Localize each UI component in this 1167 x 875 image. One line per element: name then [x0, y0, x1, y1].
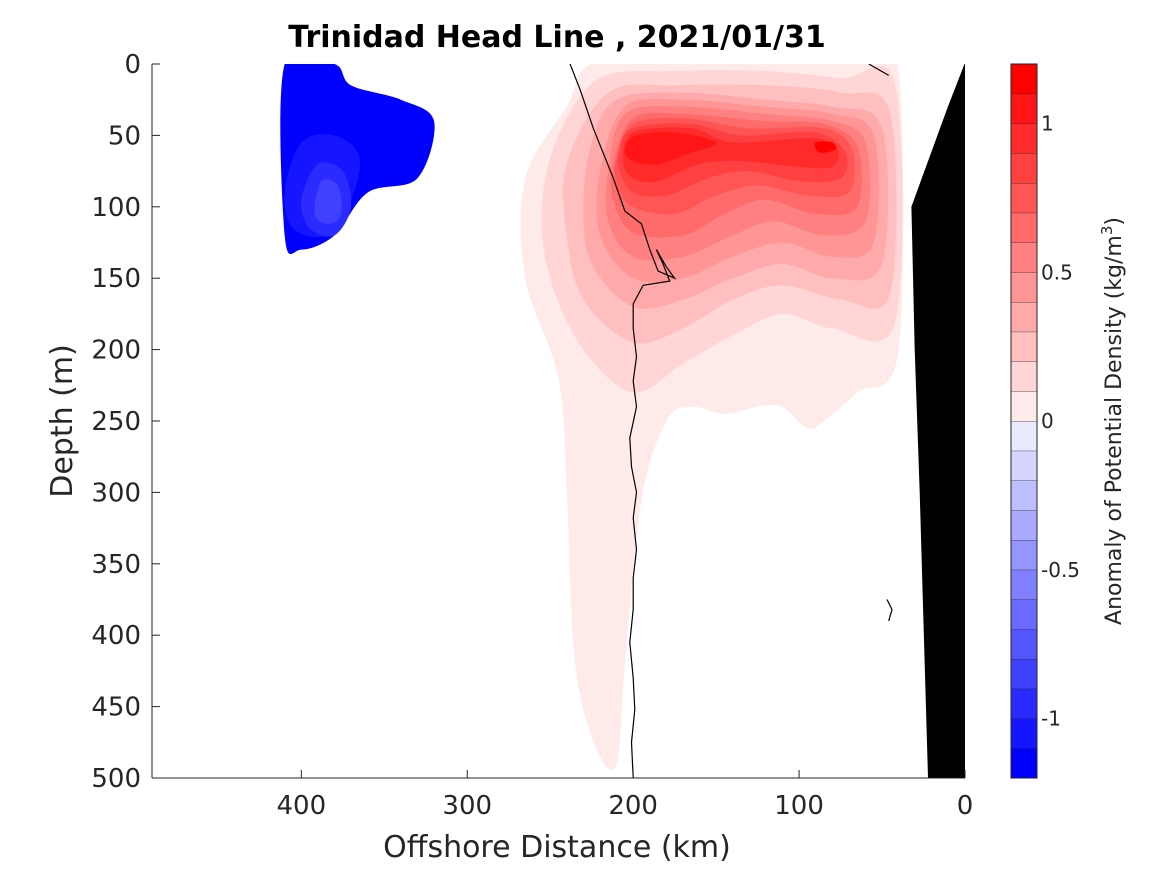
y-tick-label: 400 — [91, 621, 141, 651]
x-tick-label: 400 — [277, 791, 327, 821]
zero-contour-fragment-2 — [886, 599, 893, 622]
zero-contour-fragment-1 — [868, 64, 889, 76]
colorbar-segment — [1011, 183, 1037, 213]
contour-region-pos-11 — [624, 132, 717, 165]
colorbar-segment — [1011, 599, 1037, 630]
colorbar-segment — [1011, 242, 1037, 273]
x-tick-label: 0 — [957, 791, 974, 821]
colorbar-tick-label: 0 — [1041, 409, 1054, 433]
zero-contour-line — [569, 64, 677, 778]
colorbar-segment — [1011, 123, 1037, 154]
colorbar-tick-label: 0.5 — [1041, 260, 1073, 284]
colorbar-segment — [1011, 302, 1037, 332]
x-tick-label: 300 — [442, 791, 492, 821]
colorbar-title-main: Anomaly of Potential Density (kg/m — [1102, 235, 1127, 625]
x-axis-title: Offshore Distance (km) — [383, 830, 731, 865]
colorbar-segment — [1011, 421, 1037, 451]
y-tick-label: 350 — [91, 550, 141, 580]
colorbar-frame — [1010, 63, 1038, 779]
x-axis: 400 300 200 100 0 — [277, 770, 974, 821]
colorbar-segment — [1011, 272, 1037, 302]
colorbar-segment — [1011, 718, 1037, 749]
y-tick-label: 250 — [91, 407, 141, 437]
colorbar-segment — [1011, 450, 1037, 481]
colorbar-segment — [1011, 153, 1037, 183]
colorbar-segment — [1011, 540, 1037, 570]
colorbar-segment — [1011, 659, 1037, 689]
y-tick-label: 0 — [124, 50, 141, 80]
y-tick-label: 200 — [91, 336, 141, 366]
y-tick-label: 100 — [91, 193, 141, 223]
plot-area — [151, 64, 965, 779]
colorbar-segment — [1011, 93, 1037, 124]
colorbar-segment — [1011, 510, 1037, 540]
colorbar-tick-label: -1 — [1041, 707, 1061, 731]
seafloor-shelf — [911, 64, 965, 778]
colorbar-segment — [1011, 212, 1037, 243]
colorbar-segment — [1011, 361, 1037, 392]
colorbar-segment — [1011, 629, 1037, 659]
colorbar-title-superscript: 3 — [1098, 226, 1116, 236]
colorbar: 1 0.5 0 -0.5 -1 — [1010, 63, 1080, 779]
colorbar-segment — [1011, 748, 1037, 778]
colorbar-tick-label: -0.5 — [1041, 558, 1080, 582]
contour-region-pos-12 — [814, 141, 837, 153]
y-tick-label: 300 — [91, 478, 141, 508]
y-tick-label: 50 — [108, 121, 141, 151]
y-axis: 0 50 100 150 200 250 300 350 400 450 500 — [91, 50, 160, 794]
y-tick-label: 500 — [91, 764, 141, 794]
y-tick-label: 150 — [91, 264, 141, 294]
x-tick-label: 200 — [608, 791, 658, 821]
colorbar-segment — [1011, 569, 1037, 600]
colorbar-segment — [1011, 480, 1037, 511]
x-tick-label: 100 — [774, 791, 824, 821]
colorbar-segment — [1011, 688, 1037, 719]
y-axis-title: Depth (m) — [45, 344, 80, 498]
colorbar-title: Anomaly of Potential Density (kg/m3) — [1098, 217, 1127, 625]
chart-title: Trinidad Head Line , 2021/01/31 — [288, 20, 825, 55]
y-tick-label: 450 — [91, 693, 141, 723]
colorbar-segment — [1011, 64, 1037, 94]
colorbar-segment — [1011, 391, 1037, 421]
colorbar-segment — [1011, 331, 1037, 362]
colorbar-tick-label: 1 — [1041, 112, 1054, 136]
contour-region-neg-4 — [314, 178, 342, 224]
colorbar-title-suffix: ) — [1102, 217, 1127, 226]
contour-fills — [280, 64, 965, 778]
